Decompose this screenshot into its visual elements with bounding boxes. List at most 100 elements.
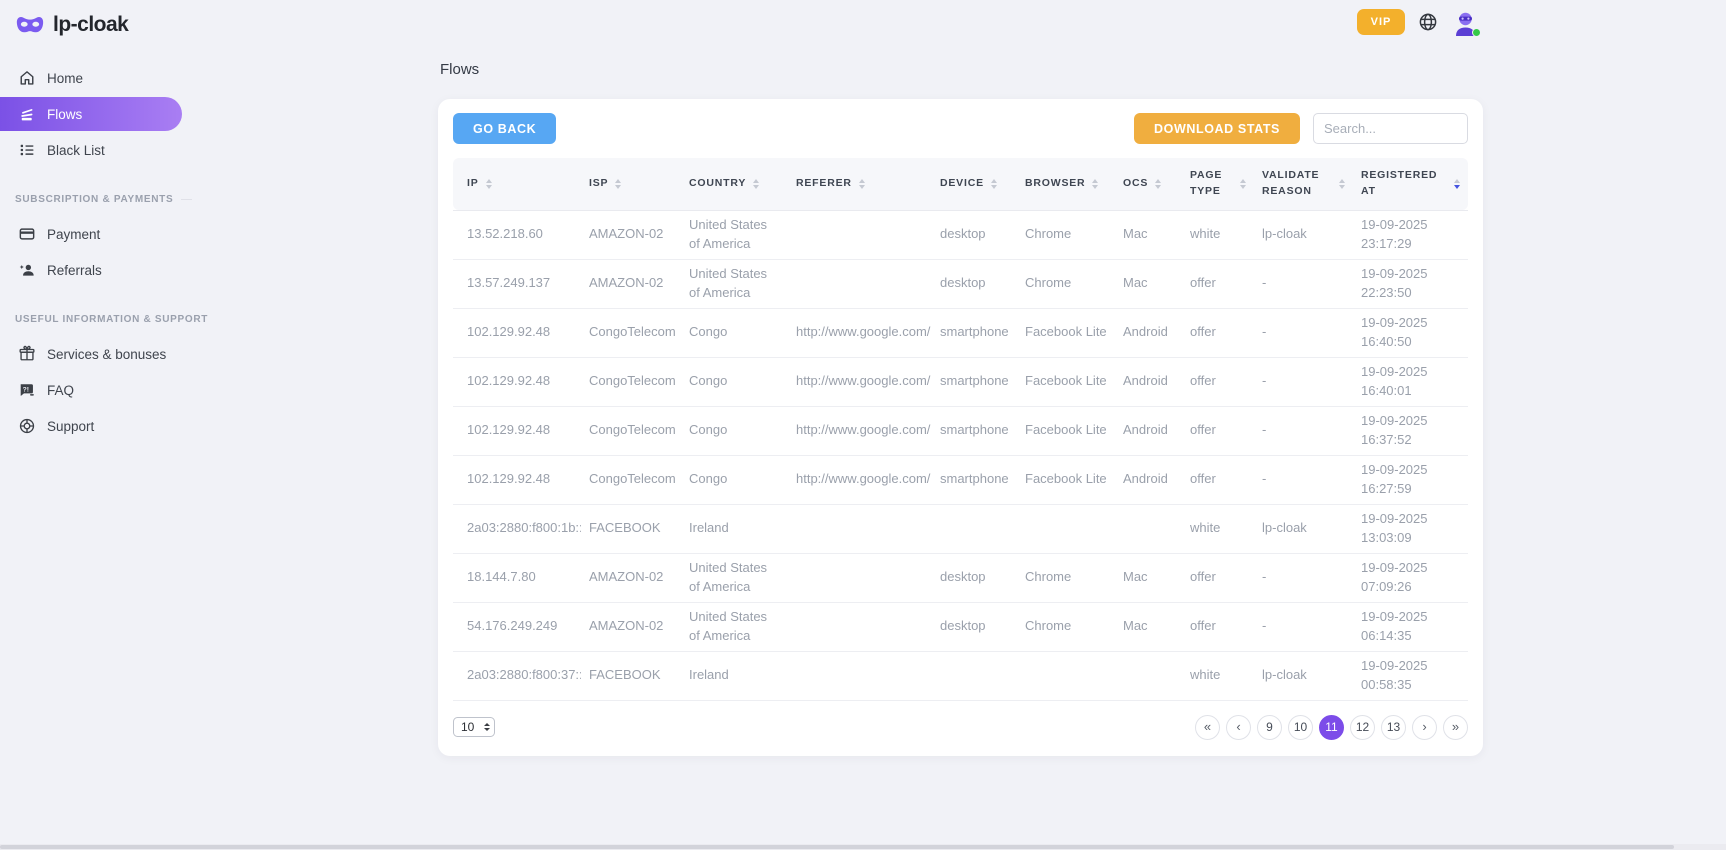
sidebar-item-black-list[interactable]: Black List [0, 133, 200, 167]
column-header[interactable]: ISP [581, 158, 681, 210]
sidebar-item-flows[interactable]: Flows [0, 97, 182, 131]
cell-country: Congo [689, 422, 728, 438]
sidebar-item-label: Home [47, 70, 84, 86]
cell-isp: CongoTelecom [589, 422, 676, 438]
brand-logo[interactable]: lp-cloak [0, 0, 200, 37]
cell-ocs: Android [1123, 373, 1168, 389]
column-label: PAGE TYPE [1190, 169, 1223, 197]
column-header[interactable]: BROWSER [1017, 158, 1115, 210]
cell-ip: 54.176.249.249 [467, 618, 558, 634]
cell-isp: AMAZON-02 [589, 569, 664, 585]
cell-ip: 102.129.92.48 [467, 471, 551, 487]
cell-browser [1017, 504, 1115, 553]
cell-browser: Facebook Lite [1025, 471, 1107, 487]
cell-browser: Chrome [1025, 226, 1072, 242]
cell-browser: Chrome [1025, 569, 1072, 585]
cell-country: Congo [689, 373, 728, 389]
cell-isp: CongoTelecom [589, 373, 676, 389]
sidebar-item-payment[interactable]: Payment [0, 217, 200, 251]
sidebar-item-home[interactable]: Home [0, 61, 200, 95]
cell-referer [788, 553, 932, 602]
column-header[interactable]: OCS [1115, 158, 1182, 210]
referrals-icon [17, 261, 36, 280]
sidebar: lp-cloak Home Flows [0, 0, 207, 850]
cell-ocs: Mac [1123, 226, 1148, 242]
sidebar-item-support[interactable]: Support [0, 409, 200, 443]
cell-ocs: Android [1123, 422, 1168, 438]
horizontal-scrollbar[interactable] [0, 844, 1726, 850]
next-page-button[interactable]: › [1412, 714, 1437, 740]
cell-referer [788, 504, 932, 553]
column-label: BROWSER [1025, 176, 1086, 189]
cell-validate-reason: - [1262, 324, 1267, 340]
download-stats-button[interactable]: DOWNLOAD STATS [1134, 113, 1300, 144]
prev-page-button[interactable]: ‹ [1226, 714, 1251, 740]
cell-isp: AMAZON-02 [589, 226, 664, 242]
table-row: 102.129.92.48 CongoTelecom Congo http://… [453, 455, 1468, 504]
page-number-button[interactable]: 11 [1319, 714, 1344, 740]
cell-page-type: offer [1190, 373, 1216, 389]
sidebar-item-label: FAQ [47, 382, 75, 398]
search-input[interactable] [1313, 113, 1468, 144]
column-header[interactable]: COUNTRY [681, 158, 788, 210]
cell-browser: Facebook Lite [1025, 373, 1107, 389]
page-number-button[interactable]: 13 [1381, 714, 1406, 740]
faq-icon: ?! [17, 381, 36, 400]
sidebar-nav: Home Flows [0, 61, 207, 443]
table-row: 18.144.7.80 AMAZON-02 United States of A… [453, 553, 1468, 602]
column-label: REGISTERED AT [1361, 169, 1438, 197]
column-header[interactable]: VALIDATE REASON [1254, 158, 1353, 210]
last-page-button[interactable]: » [1443, 714, 1468, 740]
table-row: 102.129.92.48 CongoTelecom Congo http://… [453, 308, 1468, 357]
page-number-button[interactable]: 9 [1257, 714, 1282, 740]
black-list-icon [17, 141, 36, 160]
home-icon [17, 69, 36, 88]
sidebar-section-support: USEFUL INFORMATION & SUPPORT [0, 314, 207, 325]
column-label: IP [467, 176, 479, 189]
vip-button[interactable]: VIP [1357, 8, 1405, 35]
cell-registered-at: 19-09-2025 06:14:35 [1361, 608, 1428, 643]
sort-icon [615, 178, 622, 189]
cell-referer [788, 210, 932, 259]
first-page-button[interactable]: « [1195, 714, 1220, 740]
page-number-button[interactable]: 10 [1288, 714, 1313, 740]
topbar: VIP [1357, 7, 1481, 37]
column-header[interactable]: REGISTERED AT [1353, 158, 1468, 210]
table-row: 2a03:2880:f800:1b:: FACEBOOK Ireland whi… [453, 504, 1468, 553]
cell-device: smartphone [940, 373, 1009, 389]
cell-ip: 2a03:2880:f800:1b:: [467, 520, 581, 536]
flows-icon [17, 105, 36, 124]
cell-registered-at: 19-09-2025 07:09:26 [1361, 559, 1428, 594]
cell-device [932, 651, 1017, 700]
online-status-dot [1472, 28, 1481, 37]
sidebar-item-faq[interactable]: ?! FAQ [0, 373, 200, 407]
column-label: DEVICE [940, 176, 984, 189]
page-number-button[interactable]: 12 [1350, 714, 1375, 740]
column-header[interactable]: REFERER [788, 158, 932, 210]
cell-registered-at: 19-09-2025 16:27:59 [1361, 461, 1428, 496]
cell-page-type: white [1190, 226, 1221, 242]
cell-country: United States of America [689, 216, 768, 251]
sort-icon [1155, 178, 1162, 189]
sidebar-section-subscription: SUBSCRIPTION & PAYMENTS [0, 194, 200, 205]
user-avatar[interactable] [1451, 7, 1481, 37]
page-size-select[interactable]: 10 [453, 717, 495, 737]
cell-registered-at: 19-09-2025 16:37:52 [1361, 412, 1428, 447]
stepper-icon [484, 723, 490, 731]
cell-validate-reason: - [1262, 471, 1267, 487]
go-back-button[interactable]: GO BACK [453, 113, 557, 144]
globe-icon[interactable] [1418, 12, 1438, 32]
cell-validate-reason: - [1262, 373, 1267, 389]
cell-country: Congo [689, 471, 728, 487]
column-header[interactable]: PAGE TYPE [1182, 158, 1254, 210]
cell-browser: Chrome [1025, 275, 1072, 291]
cell-browser [1017, 651, 1115, 700]
column-header[interactable]: IP [453, 158, 581, 210]
sort-icon [1240, 178, 1246, 189]
sidebar-item-services-bonuses[interactable]: Services & bonuses [0, 337, 200, 371]
scrollbar-thumb[interactable] [0, 845, 1675, 849]
sidebar-item-label: Support [47, 418, 95, 434]
column-header[interactable]: DEVICE [932, 158, 1017, 210]
sidebar-item-referrals[interactable]: Referrals [0, 253, 200, 287]
cell-referer: http://www.google.com/ [796, 471, 931, 487]
